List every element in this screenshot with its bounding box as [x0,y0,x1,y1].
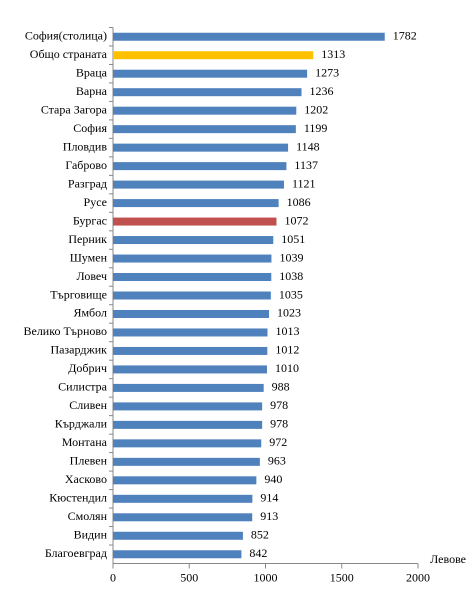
y-tick-label: Разград [68,176,107,190]
bar [113,217,277,226]
x-tick-label: 0 [110,570,116,584]
bar [113,531,243,540]
value-label: 842 [249,546,267,560]
bar [113,236,274,245]
value-label: 1012 [275,343,299,357]
value-label: 978 [270,398,288,412]
value-label: 1148 [296,139,320,153]
y-tick-label: Смолян [68,509,108,523]
value-label: 1137 [294,158,318,172]
bar [113,494,253,503]
y-tick-label: Шумен [70,250,108,264]
bar [113,291,271,300]
value-label: 1038 [279,269,303,283]
value-label: 1202 [304,102,328,116]
bar [113,143,289,152]
x-tick-label: 1500 [330,570,354,584]
bar [113,51,314,60]
bar [113,420,263,429]
value-label: 1236 [309,84,333,98]
bar [113,457,260,466]
y-tick-label: Пловдив [63,139,108,153]
value-label: 1782 [393,28,417,42]
y-tick-label: Кърджали [55,417,108,431]
y-tick-label: Русе [84,195,107,209]
y-tick-label: Търговище [50,287,107,301]
bar [113,328,268,337]
value-label: 1035 [279,287,303,301]
value-label: 852 [251,528,269,542]
y-tick-label: Видин [74,528,108,542]
bar [113,346,268,355]
y-tick-label: Благоевград [45,546,107,560]
value-label: 1121 [292,176,316,190]
bar [113,273,272,282]
bar [113,254,272,263]
y-tick-label: Хасково [65,472,107,486]
value-label: 978 [270,417,288,431]
value-label: 988 [272,380,290,394]
value-label: 972 [269,435,287,449]
bar [113,69,308,78]
y-tick-label: София [73,121,107,135]
value-label: 1039 [279,250,303,264]
y-tick-label: Велико Търново [23,324,107,338]
x-tick-label: 2000 [406,570,430,584]
y-tick-label: Пазарджик [50,343,107,357]
value-label: 963 [268,454,286,468]
bar [113,162,287,171]
y-tick-label: Враца [76,65,108,79]
bar [113,32,385,41]
y-tick-label: Перник [68,232,107,246]
y-tick-label: Плевен [70,454,108,468]
bar [113,383,264,392]
y-tick-label: Бургас [73,213,107,227]
bar [113,180,284,189]
value-label: 1010 [275,361,299,375]
value-label: 1013 [275,324,299,338]
value-label: 1199 [304,121,328,135]
value-label: 1051 [281,232,305,246]
y-tick-label: Стара Загора [41,102,108,116]
bar [113,365,268,374]
value-label: 1072 [284,213,308,227]
bar [113,199,279,208]
y-tick-label: Общо страната [30,47,108,61]
y-tick-label: Сливен [69,398,107,412]
bar [113,439,262,448]
x-tick-label: 500 [180,570,198,584]
y-tick-label: Ямбол [73,306,107,320]
value-label: 1273 [315,65,339,79]
y-tick-label: Добрич [68,361,107,375]
y-tick-label: Варна [76,84,108,98]
value-label: 914 [260,491,278,505]
y-tick-label: Кюстендил [49,491,107,505]
x-axis-label: Левове [430,552,466,566]
bar [113,106,297,115]
x-tick-label: 1000 [254,570,278,584]
y-tick-label: Ловеч [77,269,108,283]
bar [113,513,253,522]
value-label: 1023 [277,306,301,320]
bar [113,550,242,559]
y-tick-label: Монтана [62,435,108,449]
value-label: 913 [260,509,278,523]
y-tick-label: Габрово [65,158,107,172]
value-label: 940 [264,472,282,486]
value-label: 1086 [287,195,311,209]
bar [113,309,270,318]
value-label: 1313 [321,47,345,61]
bar [113,476,257,485]
bar [113,88,302,97]
bar [113,402,263,411]
bar [113,125,296,134]
y-tick-label: София(столица) [25,28,107,42]
y-tick-label: Силистра [58,380,108,394]
